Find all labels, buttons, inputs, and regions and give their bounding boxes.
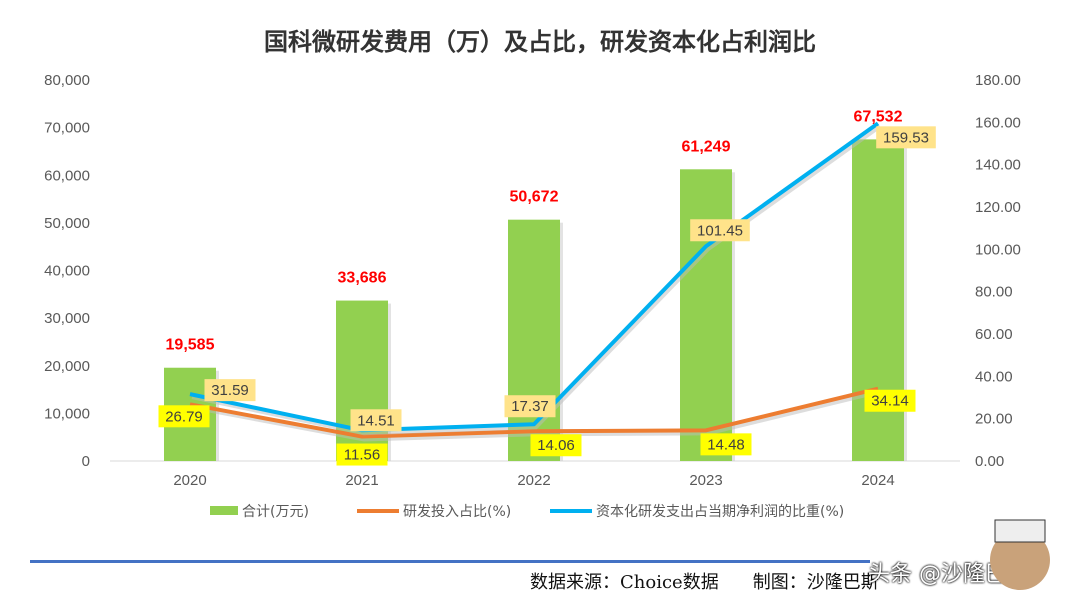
right-tick-label: 60.00 (975, 326, 1013, 343)
data-label-box (690, 219, 750, 242)
legend-swatch (550, 509, 592, 513)
bar-data-label: 61,249 (682, 138, 731, 155)
right-tick-label: 40.00 (975, 368, 1013, 385)
left-tick-label: 40,000 (44, 263, 90, 280)
legend-label: 合计(万元) (242, 504, 309, 520)
bar (680, 169, 732, 461)
right-tick-label: 180.00 (975, 72, 1021, 89)
data-label-box (876, 126, 936, 149)
line-data-label: 11.56 (344, 447, 380, 464)
data-label-box (504, 395, 556, 418)
line-data-label: 101.45 (697, 222, 743, 239)
left-tick-label: 80,000 (44, 72, 90, 89)
footer: 数据来源：Choice数据 制图：沙隆巴斯 (530, 568, 913, 594)
data-label-box (336, 443, 388, 466)
line-data-label: 14.48 (707, 436, 745, 453)
bar-data-label: 50,672 (510, 189, 559, 206)
capitalized-ratio-line (189, 121, 880, 433)
data-label-box (350, 409, 402, 432)
source-text: 数据来源：Choice数据 (530, 572, 719, 593)
left-tick-label: 10,000 (44, 405, 90, 422)
line-data-label: 159.53 (883, 129, 929, 146)
left-tick-label: 0 (82, 453, 90, 470)
x-tick-label: 2020 (173, 472, 206, 489)
data-label-box (864, 389, 916, 412)
legend-label: 资本化研发支出占当期净利润的比重(%) (596, 504, 844, 520)
bar-data-label: 19,585 (166, 337, 215, 354)
line-data-label: 26.79 (165, 408, 203, 425)
left-tick-label: 20,000 (44, 358, 90, 375)
line-data-label: 17.37 (511, 398, 549, 415)
x-tick-label: 2024 (861, 472, 894, 489)
bar-data-label: 33,686 (338, 270, 387, 287)
data-label-box (158, 405, 210, 428)
maker-text: 制图：沙隆巴斯 (752, 572, 879, 593)
divider (30, 560, 870, 563)
bar (852, 139, 904, 461)
data-label-box (204, 379, 256, 402)
left-tick-label: 30,000 (44, 310, 90, 327)
watermark: 头条 @沙隆巴斯 (868, 562, 1029, 587)
line-data-label: 31.59 (211, 382, 249, 399)
x-tick-label: 2021 (345, 472, 378, 489)
right-tick-label: 140.00 (975, 157, 1021, 174)
left-tick-label: 50,000 (44, 215, 90, 232)
line-shadow (191, 124, 882, 436)
right-tick-label: 120.00 (975, 199, 1021, 216)
x-tick-label: 2022 (517, 472, 550, 489)
chart-title: 国科微研发费用（万）及占比，研发资本化占利润比 (264, 27, 816, 56)
right-tick-label: 100.00 (975, 241, 1021, 258)
right-tick-label: 20.00 (975, 411, 1013, 428)
right-tick-label: 160.00 (975, 114, 1021, 131)
right-tick-label: 80.00 (975, 284, 1013, 301)
left-tick-label: 70,000 (44, 120, 90, 137)
data-label-box (530, 434, 582, 457)
line-data-label: 34.14 (871, 393, 909, 410)
bar-data-label: 67,532 (854, 108, 903, 125)
bar (508, 219, 560, 461)
right-tick-label: 0.00 (975, 453, 1004, 470)
rd-ratio-line (189, 386, 879, 439)
line-data-label: 14.51 (357, 412, 395, 429)
x-tick-label: 2023 (689, 472, 722, 489)
left-tick-label: 60,000 (44, 167, 90, 184)
data-label-box (700, 433, 752, 456)
legend-label: 研发投入占比(%) (403, 504, 511, 520)
line-data-label: 14.06 (537, 437, 575, 454)
legend-swatch (357, 509, 399, 513)
legend-swatch (210, 506, 238, 515)
